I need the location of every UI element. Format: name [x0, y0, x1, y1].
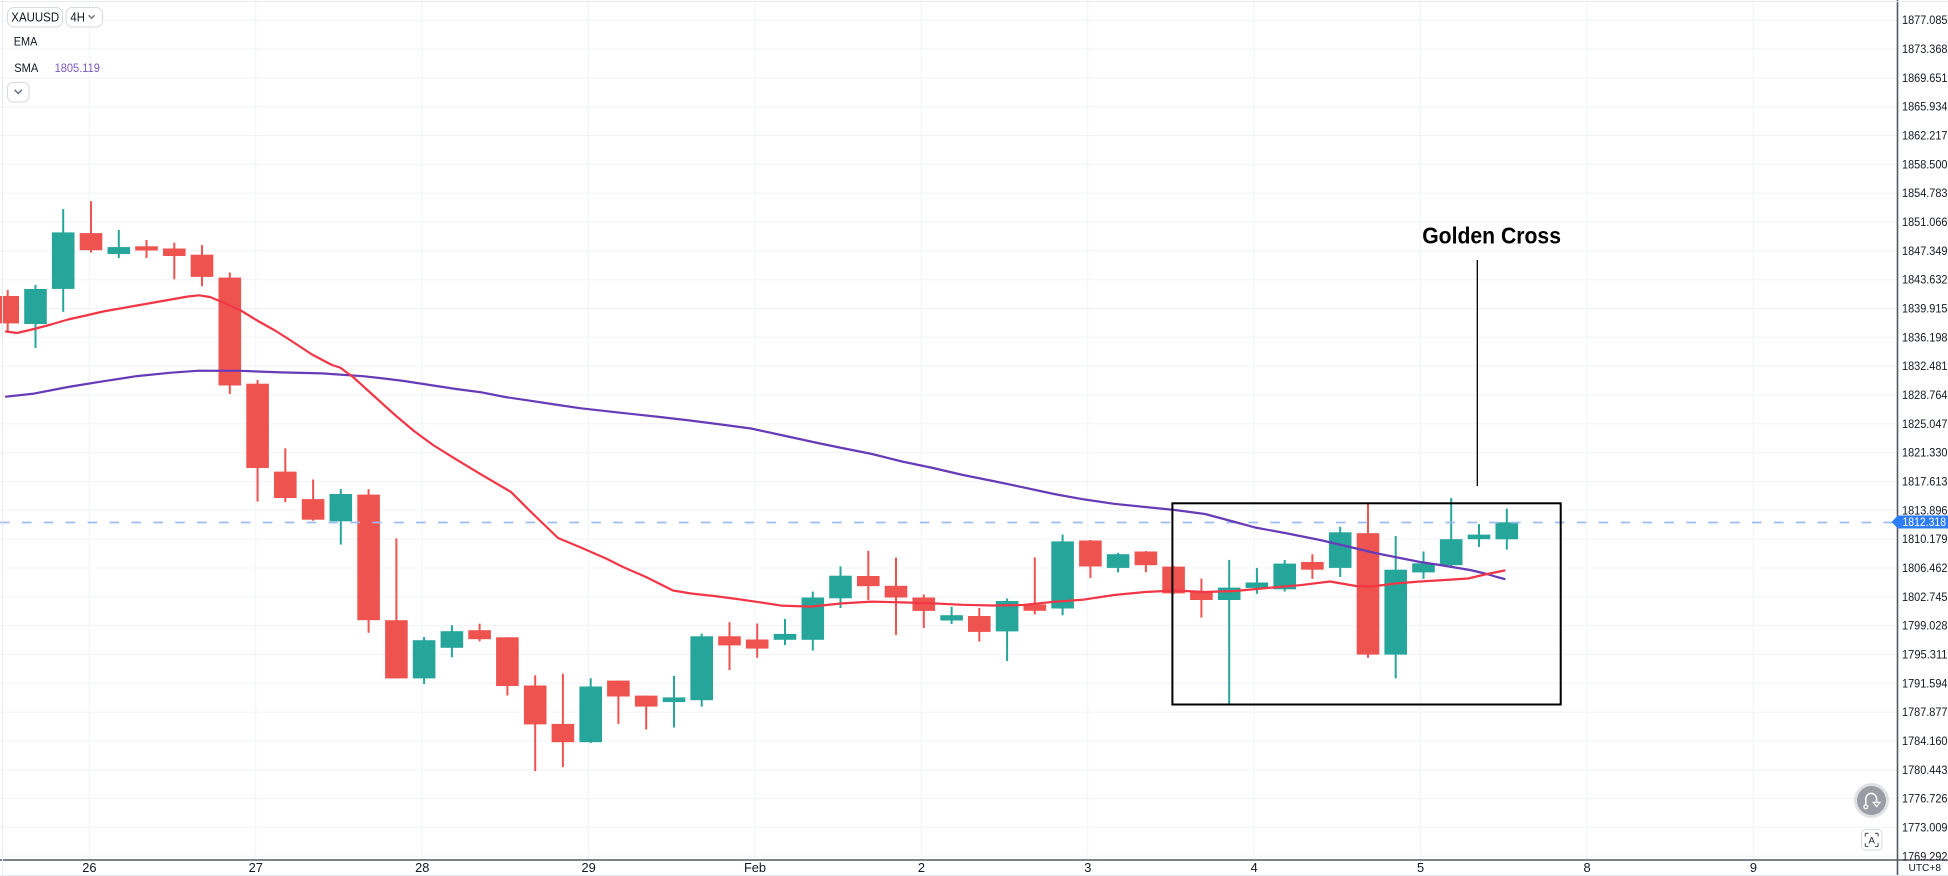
svg-text:1862.217: 1862.217 [1902, 131, 1948, 143]
svg-text:Feb: Feb [744, 860, 766, 875]
svg-text:XAUUSD: XAUUSD [11, 10, 59, 24]
svg-text:1843.632: 1843.632 [1902, 275, 1948, 287]
svg-text:Golden Cross: Golden Cross [1422, 223, 1561, 249]
svg-text:1839.915: 1839.915 [1902, 304, 1948, 316]
svg-text:4: 4 [1251, 860, 1258, 875]
svg-text:1802.745: 1802.745 [1902, 592, 1948, 604]
svg-text:27: 27 [249, 860, 263, 875]
svg-text:1851.066: 1851.066 [1902, 217, 1948, 229]
svg-text:1825.047: 1825.047 [1902, 419, 1948, 431]
svg-text:1877.085: 1877.085 [1902, 15, 1948, 27]
svg-text:1836.198: 1836.198 [1902, 332, 1948, 344]
svg-text:1773.009: 1773.009 [1902, 822, 1948, 834]
svg-text:1805.119: 1805.119 [55, 61, 101, 75]
svg-text:29: 29 [581, 860, 595, 875]
svg-text:1806.462: 1806.462 [1902, 563, 1948, 575]
svg-text:1812.318: 1812.318 [1903, 517, 1947, 529]
svg-text:4H: 4H [70, 10, 85, 24]
svg-text:9: 9 [1750, 860, 1757, 875]
svg-text:8: 8 [1583, 860, 1590, 875]
svg-text:1817.613: 1817.613 [1902, 477, 1948, 489]
svg-text:26: 26 [82, 860, 96, 875]
svg-text:1769.292: 1769.292 [1902, 851, 1948, 863]
svg-text:SMA: SMA [14, 61, 38, 75]
svg-text:1854.783: 1854.783 [1902, 188, 1948, 200]
svg-text:1832.481: 1832.481 [1902, 361, 1948, 373]
svg-text:1813.896: 1813.896 [1902, 505, 1948, 517]
svg-text:1869.651: 1869.651 [1902, 73, 1948, 85]
svg-text:1873.368: 1873.368 [1902, 44, 1948, 56]
svg-text:3: 3 [1084, 860, 1091, 875]
svg-text:1795.311: 1795.311 [1902, 650, 1948, 662]
svg-text:5: 5 [1417, 860, 1424, 875]
svg-text:1865.934: 1865.934 [1902, 102, 1948, 114]
svg-text:1784.160: 1784.160 [1902, 736, 1948, 748]
svg-text:28: 28 [415, 860, 429, 875]
svg-text:1787.877: 1787.877 [1902, 707, 1948, 719]
svg-text:1810.179: 1810.179 [1902, 534, 1948, 546]
svg-text:1780.443: 1780.443 [1902, 765, 1948, 777]
svg-text:1828.764: 1828.764 [1902, 390, 1948, 402]
svg-text:1847.349: 1847.349 [1902, 246, 1948, 258]
svg-text:EMA: EMA [14, 34, 38, 48]
svg-text:A: A [1869, 836, 1876, 847]
svg-text:1799.028: 1799.028 [1902, 621, 1948, 633]
svg-text:1858.500: 1858.500 [1902, 159, 1948, 171]
svg-text:1821.330: 1821.330 [1902, 448, 1948, 460]
svg-text:1791.594: 1791.594 [1902, 678, 1948, 690]
svg-text:1776.726: 1776.726 [1902, 794, 1948, 806]
svg-text:UTC+8: UTC+8 [1909, 862, 1942, 874]
svg-text:2: 2 [918, 860, 925, 875]
